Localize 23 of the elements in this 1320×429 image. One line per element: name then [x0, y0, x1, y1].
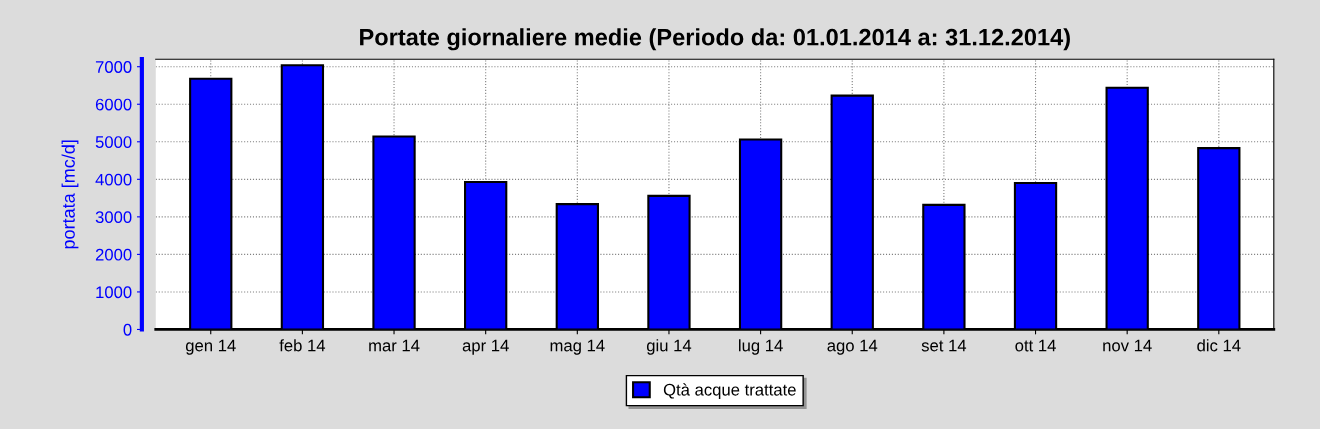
y-tick-label: 1000: [96, 286, 132, 299]
x-tick-label: apr 14: [462, 339, 509, 355]
y-axis-title: portata [mc/d]: [61, 140, 79, 249]
x-tick-label: dic 14: [1197, 339, 1241, 352]
chart-title: Portate giornaliere medie (Periodo da: 01.01.2014 a: 31.12.2014): [360, 28, 1070, 51]
x-tick-label: ago 14: [827, 339, 878, 355]
y-tick-label: 7000: [95, 61, 132, 73]
x-tick-label: feb 14: [279, 339, 326, 352]
x-tick-label: gen 14: [185, 339, 236, 355]
x-tick-label: set 14: [921, 339, 967, 352]
x-tick-label: mar 14: [369, 339, 420, 352]
y-tick-label: 6000: [95, 98, 132, 111]
y-tick-label: 5000: [95, 136, 132, 148]
x-tick-label: nov 14: [1103, 339, 1152, 352]
x-tick-label: mag 14: [550, 339, 605, 355]
y-tick-label: 3000: [95, 211, 132, 224]
x-tick-label: giu 14: [646, 339, 692, 355]
x-tick-label: lug 14: [739, 339, 783, 355]
x-tick-label: ott 14: [1015, 339, 1056, 352]
legend-label: Qtà acque trattate: [663, 383, 796, 399]
y-tick-label: 4000: [95, 173, 132, 186]
y-tick-label: 0: [123, 323, 132, 336]
y-tick-label: 2000: [95, 248, 132, 261]
